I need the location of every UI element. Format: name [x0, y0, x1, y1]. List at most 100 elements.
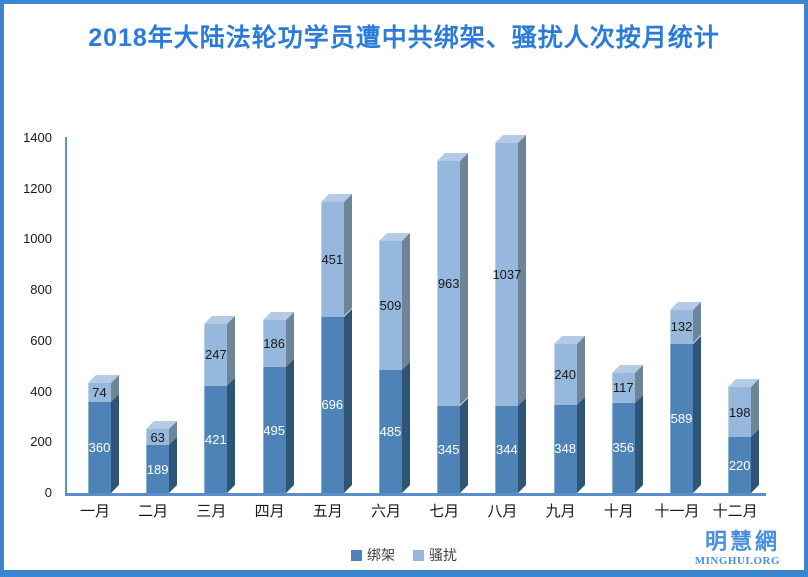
value-label-kidnap: 421 — [205, 432, 227, 448]
bar-segment-kidnap: 495 — [262, 367, 286, 493]
legend-item: 绑架 — [351, 545, 395, 565]
value-label-harass: 74 — [92, 384, 107, 400]
minghui-logo: 明慧網 MINGHUI.ORG — [694, 529, 780, 568]
value-label-kidnap: 356 — [612, 440, 635, 456]
value-label-harass: 117 — [612, 380, 634, 396]
bar-segment-kidnap: 348 — [553, 404, 577, 493]
legend-label: 绑架 — [367, 547, 395, 563]
value-label-kidnap: 360 — [88, 439, 111, 455]
bar-segment-harass: 198 — [728, 387, 752, 438]
bar-segment-kidnap: 356 — [611, 402, 635, 493]
legend-swatch-icon — [351, 549, 362, 561]
value-label-kidnap: 348 — [554, 441, 576, 457]
value-label-kidnap: 589 — [670, 410, 693, 426]
bar-segment-harass: 117 — [611, 373, 635, 403]
x-axis-month-label: 三月 — [196, 503, 227, 520]
y-axis-tick-label: 800 — [30, 282, 52, 298]
bar-segment-kidnap: 360 — [88, 401, 111, 493]
value-label-kidnap: 696 — [321, 397, 344, 413]
bar-segment-harass: 186 — [262, 320, 286, 368]
bar-side-face-kidnap — [751, 429, 760, 493]
bar-side-face-kidnap — [576, 396, 585, 493]
value-label-kidnap: 220 — [728, 457, 751, 473]
legend-label: 骚扰 — [429, 547, 457, 563]
y-axis-tick-label: 400 — [30, 383, 52, 399]
legend: 绑架 骚扰 — [4, 545, 804, 565]
bar-segment-kidnap: 189 — [146, 445, 170, 493]
x-axis-month-label: 十一月 — [654, 503, 700, 520]
bar-segment-harass: 132 — [670, 310, 693, 344]
bar-segment-harass: 74 — [88, 382, 111, 402]
value-label-harass: 509 — [379, 297, 402, 313]
bar-segment-harass: 963 — [437, 161, 461, 406]
x-axis-line — [65, 493, 766, 496]
value-label-kidnap: 485 — [379, 424, 402, 439]
value-label-kidnap: 344 — [496, 441, 518, 457]
x-axis-month-label: 十月 — [603, 503, 634, 520]
logo-chinese-text: 明慧網 — [704, 529, 780, 554]
value-label-kidnap: 189 — [146, 461, 169, 477]
x-axis-month-label: 四月 — [254, 503, 285, 520]
bar-side-face-harass — [460, 153, 469, 406]
bar-side-face-harass — [576, 335, 585, 405]
value-label-harass: 132 — [670, 319, 693, 335]
value-label-harass: 1037 — [492, 266, 522, 282]
bar-side-face-kidnap — [227, 378, 236, 493]
plot-area: 0 200 400 600 800 1000 1200 1400 74 360 一月 63 189 二月 2… — [4, 4, 804, 570]
bar-segment-kidnap: 345 — [437, 405, 461, 493]
bar-side-face-kidnap — [693, 335, 701, 493]
x-axis-month-label: 一月 — [79, 503, 110, 520]
x-axis-month-label: 五月 — [312, 503, 343, 520]
value-label-harass: 186 — [263, 336, 285, 352]
bar-side-face-kidnap — [402, 362, 410, 493]
x-axis-month-label: 九月 — [545, 503, 576, 520]
bar-segment-kidnap: 344 — [495, 405, 519, 493]
bar-side-face-harass — [227, 315, 236, 387]
bar-side-face-kidnap — [169, 437, 178, 493]
bar-segment-harass: 451 — [320, 202, 344, 317]
bar-segment-kidnap: 589 — [670, 343, 693, 493]
bar-side-face-kidnap — [343, 308, 352, 493]
bar-side-face-kidnap — [111, 393, 119, 493]
x-axis-month-label: 七月 — [429, 503, 460, 520]
y-axis-tick-label: 1200 — [23, 180, 52, 196]
legend-item: 骚扰 — [413, 545, 457, 565]
value-label-harass: 247 — [205, 347, 227, 363]
x-axis-month-label: 十二月 — [712, 503, 758, 520]
y-axis-line — [65, 137, 67, 496]
value-label-harass: 198 — [728, 404, 751, 420]
bar-segment-harass: 240 — [553, 343, 577, 405]
bar-side-face-kidnap — [634, 394, 643, 493]
y-axis-tick-label: 0 — [44, 485, 52, 500]
bar-side-face-kidnap — [285, 359, 294, 493]
logo-english-text: MINGHUI.ORG — [694, 555, 780, 567]
bar-side-face-kidnap — [518, 397, 527, 493]
chart-title: 2018年大陆法轮功学员遭中共绑架、骚扰人次按月统计 — [88, 24, 720, 52]
value-label-kidnap: 345 — [437, 441, 460, 457]
value-label-harass: 240 — [554, 366, 576, 382]
value-label-kidnap: 495 — [263, 422, 285, 438]
bar-side-face-harass — [402, 232, 410, 370]
y-axis-tick-label: 600 — [30, 332, 52, 348]
bar-segment-kidnap: 421 — [204, 386, 228, 493]
value-label-harass: 963 — [437, 275, 460, 291]
bar-segment-harass: 63 — [146, 429, 170, 446]
legend-swatch-icon — [413, 549, 424, 561]
y-axis-tick-label: 1400 — [23, 130, 52, 145]
bar-segment-harass: 1037 — [492, 142, 522, 406]
bar-side-face-harass — [343, 194, 352, 317]
bar-segment-kidnap: 696 — [320, 316, 344, 493]
bar-segment-harass: 509 — [379, 240, 402, 370]
x-axis-month-label: 八月 — [487, 503, 518, 520]
value-label-harass: 63 — [150, 429, 165, 445]
bar-side-face-kidnap — [460, 397, 469, 493]
y-axis-tick-label: 200 — [30, 434, 52, 450]
x-axis-month-label: 六月 — [370, 503, 401, 520]
y-axis-tick-label: 1000 — [23, 231, 52, 247]
x-axis-month-label: 二月 — [138, 503, 169, 520]
value-label-harass: 451 — [321, 251, 344, 267]
bar-segment-harass: 247 — [204, 323, 228, 387]
bar-segment-kidnap: 220 — [728, 437, 752, 493]
bar-segment-kidnap: 485 — [379, 370, 402, 493]
